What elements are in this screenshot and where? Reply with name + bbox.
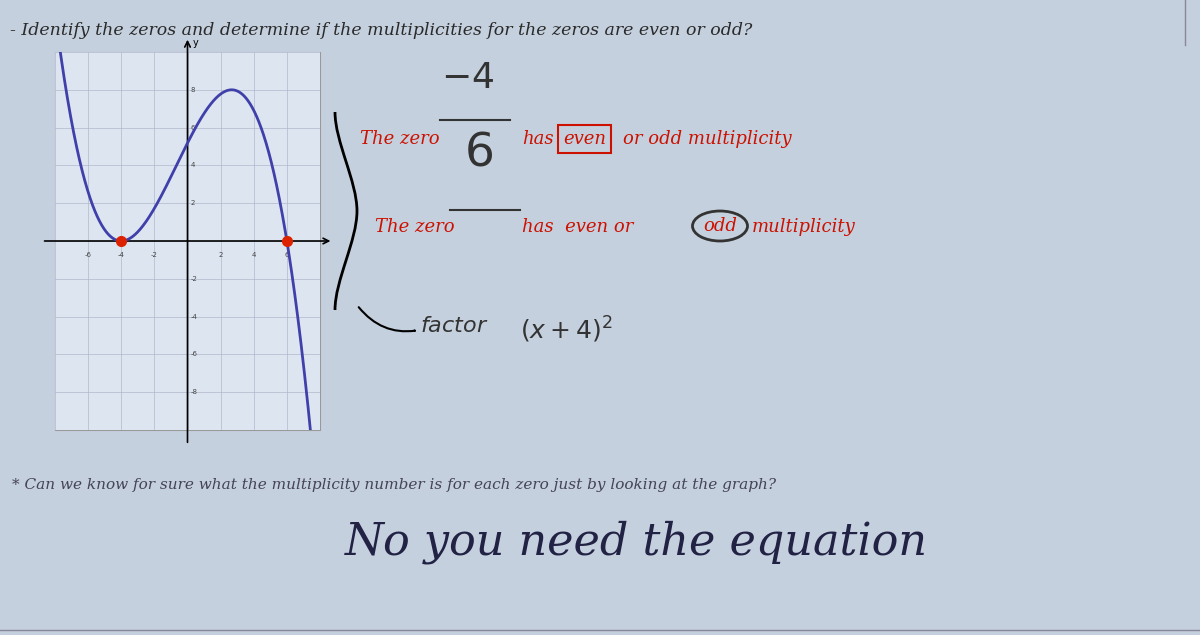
Text: -2: -2 xyxy=(151,252,158,258)
Text: No you need the equation: No you need the equation xyxy=(346,520,928,564)
Text: $\mathit{factor}$: $\mathit{factor}$ xyxy=(420,315,488,337)
Text: $(x+4)^{2}$: $(x+4)^{2}$ xyxy=(520,315,612,345)
Text: -2: -2 xyxy=(191,276,198,282)
Text: -4: -4 xyxy=(118,252,125,258)
Text: $-4$: $-4$ xyxy=(442,61,494,95)
Text: -8: -8 xyxy=(191,389,198,395)
Text: - Identify the zeros and determine if the multiplicities for the zeros are even : - Identify the zeros and determine if th… xyxy=(10,22,752,39)
Text: -4: -4 xyxy=(191,314,198,319)
Text: The zero: The zero xyxy=(360,130,439,148)
Text: has  even or: has even or xyxy=(522,218,634,236)
Text: The zero: The zero xyxy=(374,218,455,236)
Text: multiplicity: multiplicity xyxy=(752,218,856,236)
FancyArrowPatch shape xyxy=(359,307,415,331)
Text: 6: 6 xyxy=(191,124,196,131)
Text: -6: -6 xyxy=(85,252,91,258)
Text: 4: 4 xyxy=(191,163,196,168)
Text: -6: -6 xyxy=(191,351,198,358)
Text: even: even xyxy=(563,130,606,148)
Text: odd: odd xyxy=(703,217,737,235)
Text: $6$: $6$ xyxy=(463,130,492,175)
Text: 2: 2 xyxy=(191,200,196,206)
Text: 2: 2 xyxy=(218,252,223,258)
Text: 4: 4 xyxy=(252,252,256,258)
FancyBboxPatch shape xyxy=(55,52,320,430)
Text: * Can we know for sure what the multiplicity number is for each zero just by loo: * Can we know for sure what the multipli… xyxy=(12,478,776,492)
Text: has: has xyxy=(522,130,553,148)
Text: 6: 6 xyxy=(284,252,289,258)
Text: 8: 8 xyxy=(191,87,196,93)
Text: or odd multiplicity: or odd multiplicity xyxy=(623,130,792,148)
Text: y: y xyxy=(192,38,198,48)
